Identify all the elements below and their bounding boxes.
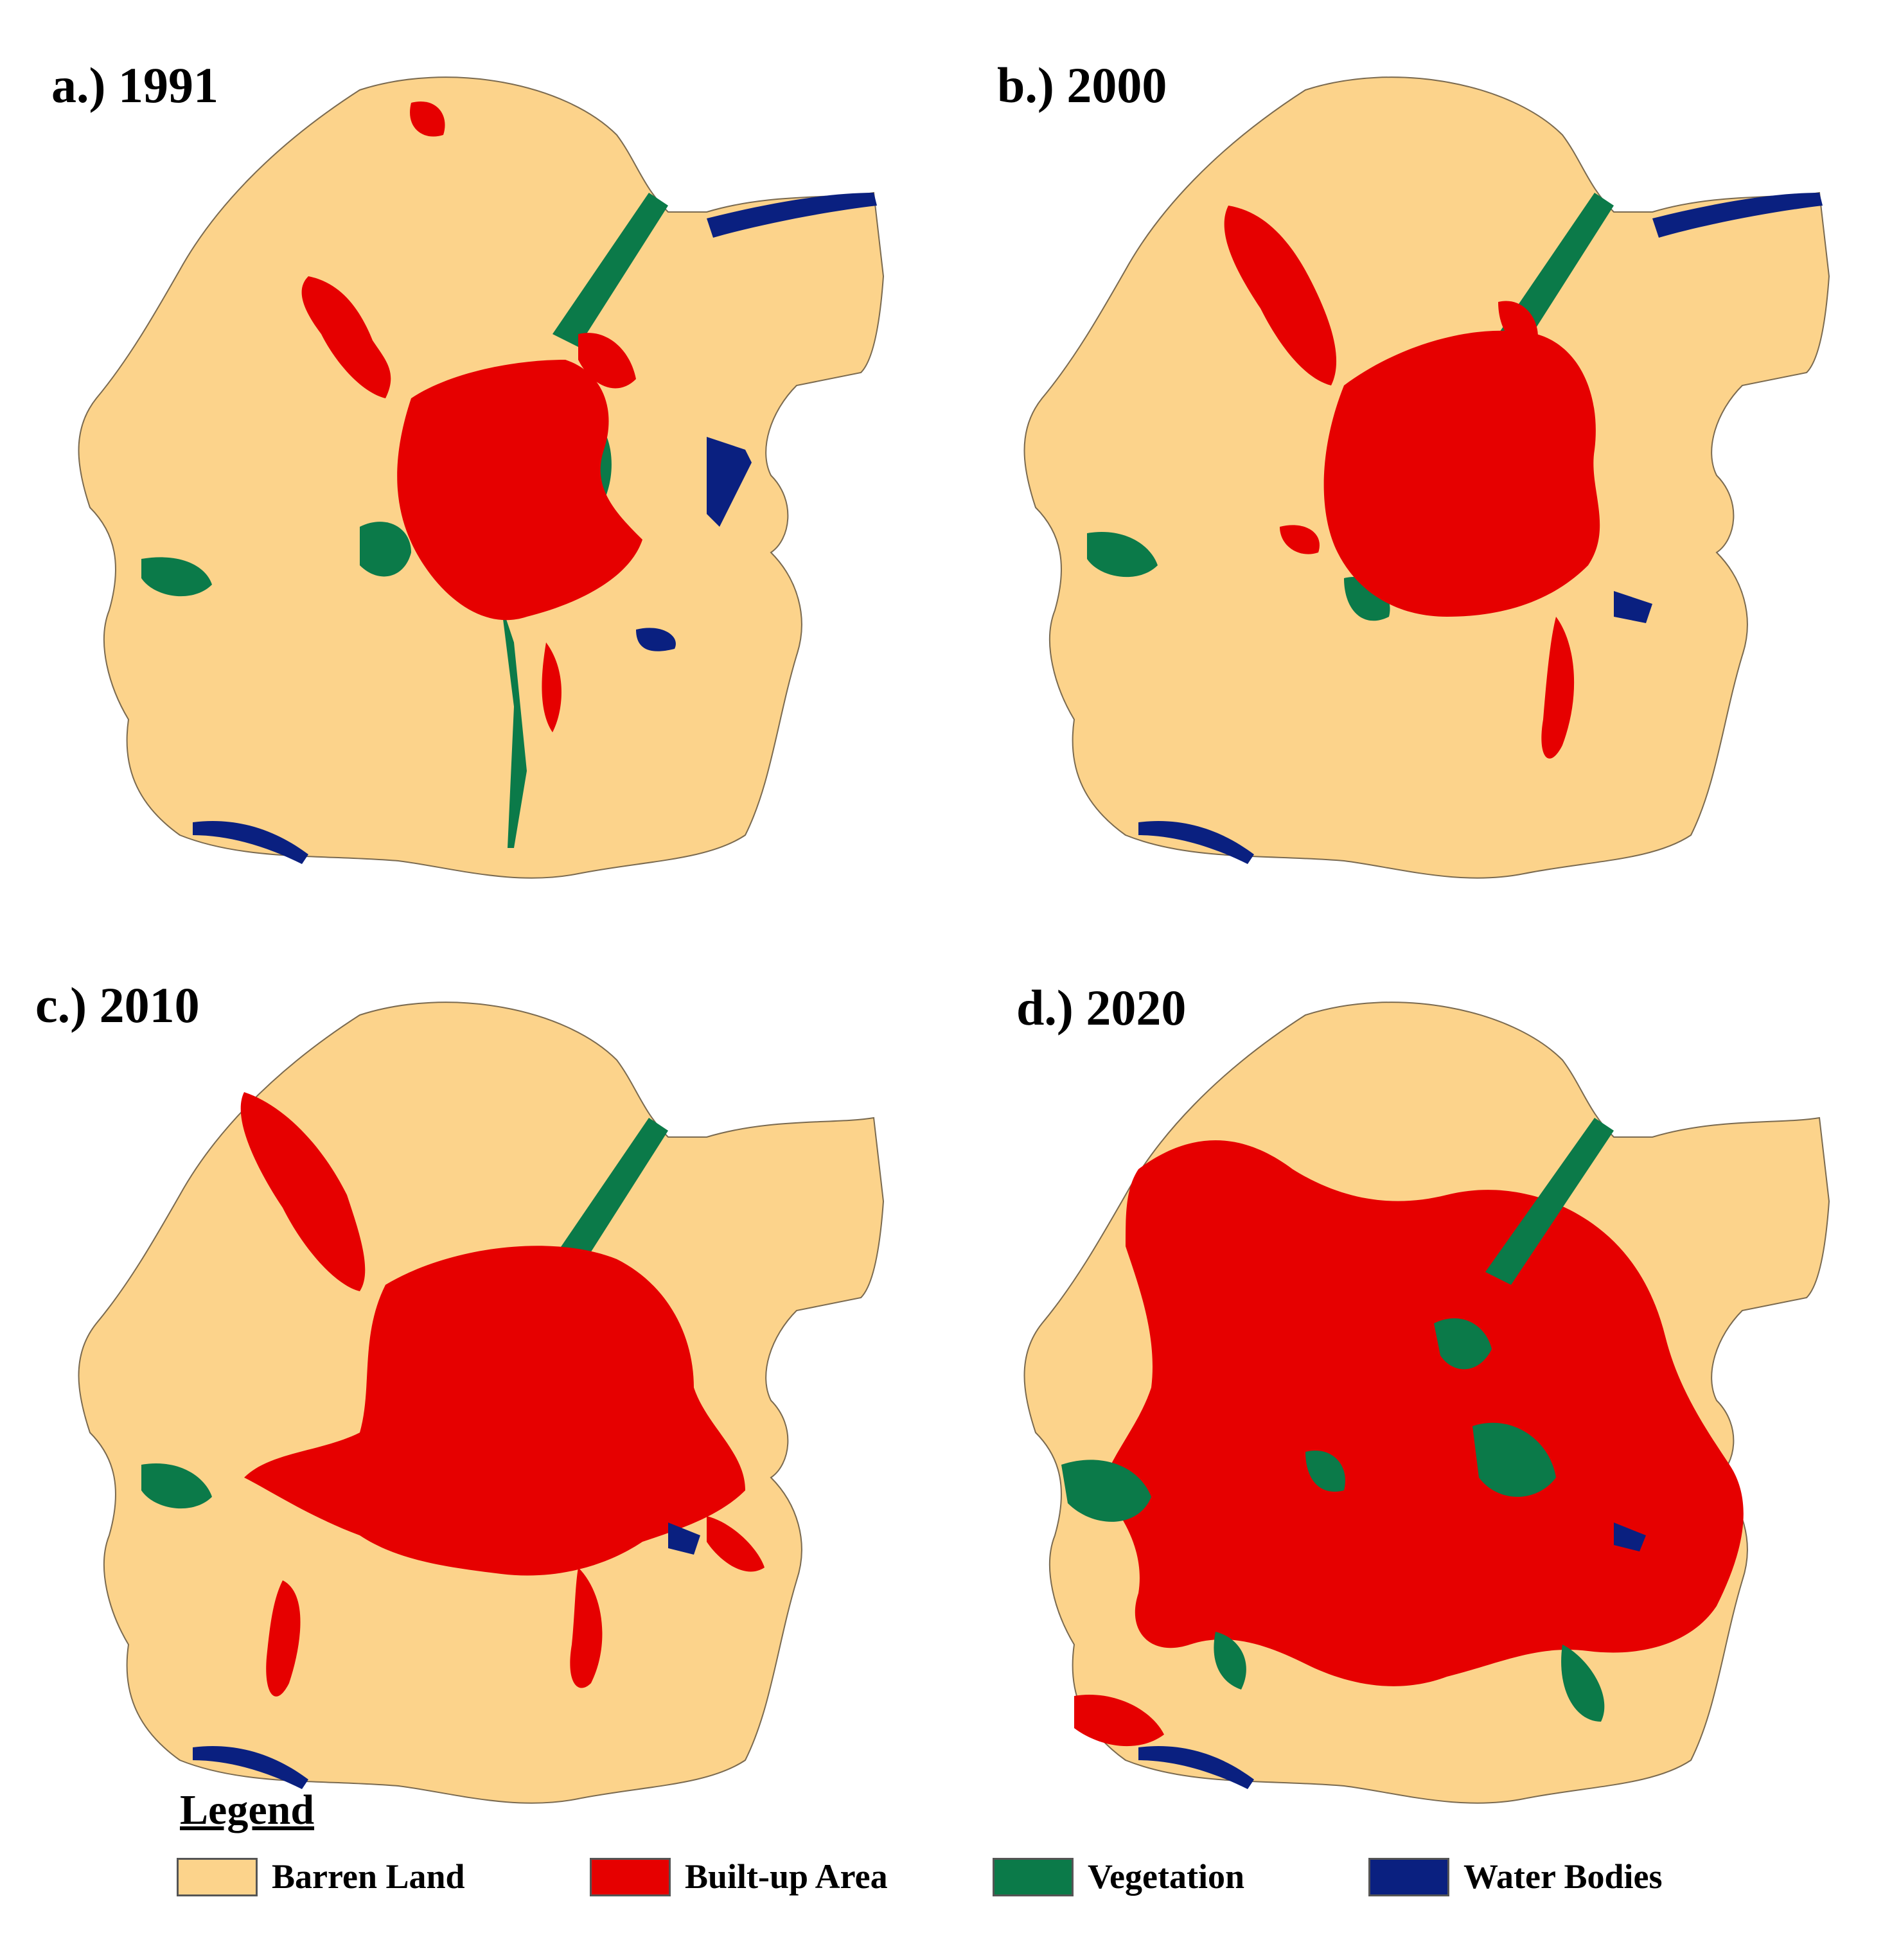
water-bodies	[193, 1523, 700, 1789]
panel-title-2020: d.) 2020	[1016, 980, 1187, 1036]
built-up-area	[301, 102, 642, 732]
land-cover-map-2010	[78, 1002, 885, 1804]
vegetation-swatch	[993, 1858, 1074, 1896]
land-cover-map-1991	[78, 76, 885, 879]
map-panel-2010: c.) 2010	[0, 925, 946, 1850]
panel-title-2010: c.) 2010	[35, 977, 200, 1033]
legend-label-built-up-area: Built-up Area	[685, 1857, 888, 1896]
legend-label-water-bodies: Water Bodies	[1463, 1857, 1663, 1896]
water-bodies	[1138, 193, 1823, 864]
map-legend: Legend Barren Land Built-up Area Vegetat…	[0, 1786, 1892, 1960]
built-up-area-swatch	[590, 1858, 671, 1896]
land-cover-map-2000	[1023, 76, 1830, 879]
water-bodies-swatch	[1368, 1858, 1449, 1896]
legend-title: Legend	[180, 1787, 315, 1833]
legend-label-barren-land: Barren Land	[272, 1857, 465, 1896]
built-up-area	[1224, 206, 1600, 759]
land-cover-map-2020	[1023, 1002, 1830, 1804]
water-bodies	[193, 193, 877, 864]
vegetation-zones	[1061, 1118, 1614, 1722]
panel-title-1991: a.) 1991	[51, 57, 218, 113]
map-panel-1991: a.) 1991	[0, 0, 946, 925]
map-panel-2020: d.) 2020	[946, 925, 1891, 1850]
map-panel-2000: b.) 2000	[946, 0, 1891, 925]
panel-title-2000: b.) 2000	[997, 57, 1167, 113]
built-up-area	[240, 1092, 765, 1697]
water-bodies	[1138, 1523, 1646, 1789]
built-up-area	[1074, 1140, 1744, 1747]
legend-label-vegetation: Vegetation	[1088, 1857, 1244, 1896]
barren-land-swatch	[177, 1858, 258, 1896]
